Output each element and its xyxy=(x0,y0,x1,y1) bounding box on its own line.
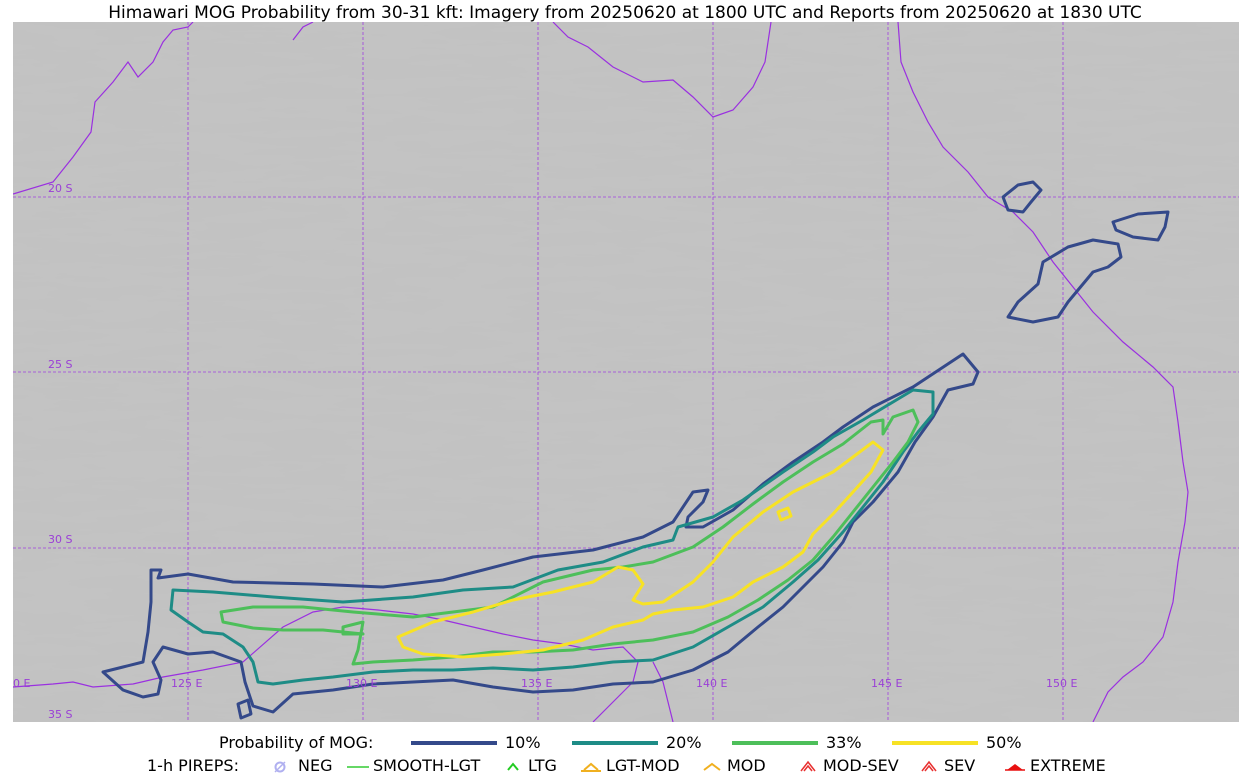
lon-label-120e: 120 E xyxy=(13,677,31,690)
lon-label-145e: 145 E xyxy=(871,677,903,690)
lat-label-35s: 35 S xyxy=(48,708,73,721)
pirep-label-mod: MOD xyxy=(727,756,766,775)
pirep-item-extreme: EXTREME xyxy=(1004,756,1106,775)
pirep-label-ltg: LTG xyxy=(528,756,557,775)
caret-icon xyxy=(507,761,519,771)
filled-triangle-icon xyxy=(1005,763,1025,771)
lat-label-30s: 30 S xyxy=(48,533,73,546)
map-title: Himawari MOG Probability from 30-31 kft:… xyxy=(108,3,1142,23)
contour-10 xyxy=(101,352,980,714)
caret-bar-icon xyxy=(581,762,601,772)
pirep-label-neg: NEG xyxy=(298,756,333,775)
swatch-50 xyxy=(892,740,978,745)
probability-legend-heading: Probability of MOG: xyxy=(219,733,374,752)
contour-10-ne1 xyxy=(1001,180,1043,214)
lon-label-140e: 140 E xyxy=(696,677,728,690)
contour-10-sw xyxy=(236,698,253,720)
pirep-label-sev: SEV xyxy=(944,756,976,775)
lat-label-25s: 25 S xyxy=(48,358,73,371)
satellite-map[interactable]: 20 S 25 S 30 S 35 S 120 E 125 E 130 E 13… xyxy=(13,22,1239,722)
neg-circle-icon xyxy=(274,760,286,773)
mog-contours xyxy=(101,180,1170,720)
legend-label-10: 10% xyxy=(505,733,541,752)
pirep-item-smooth-lgt: SMOOTH-LGT xyxy=(347,756,480,775)
pirep-item-ltg: LTG xyxy=(502,756,557,775)
legend-item-20: 20% xyxy=(572,733,702,752)
lat-label-20s: 20 S xyxy=(48,182,73,195)
contour-10-ne3 xyxy=(1111,210,1170,242)
lon-label-150e: 150 E xyxy=(1046,677,1078,690)
smooth-line-icon xyxy=(347,765,369,768)
swatch-33 xyxy=(732,740,818,745)
coastline xyxy=(13,22,1189,722)
pireps-legend-heading: 1-h PIREPS: xyxy=(147,756,239,775)
swatch-20 xyxy=(572,740,658,745)
pirep-label-lgt-mod: LGT-MOD xyxy=(606,756,680,775)
pirep-item-mod-sev: MOD-SEV xyxy=(797,756,899,775)
lon-label-135e: 135 E xyxy=(521,677,553,690)
contour-50-small xyxy=(776,506,793,522)
legend-label-33: 33% xyxy=(826,733,862,752)
legend-label-50: 50% xyxy=(986,733,1022,752)
legend-item-50: 50% xyxy=(892,733,1022,752)
legend-label-20: 20% xyxy=(666,733,702,752)
legend-item-10: 10% xyxy=(411,733,541,752)
contour-33 xyxy=(219,408,920,666)
contour-10-ne2 xyxy=(1006,238,1123,324)
pirep-item-lgt-mod: LGT-MOD xyxy=(580,756,680,775)
pirep-label-extreme: EXTREME xyxy=(1030,756,1106,775)
swatch-10 xyxy=(411,740,497,745)
legend-item-33: 33% xyxy=(732,733,862,752)
pirep-label-mod-sev: MOD-SEV xyxy=(823,756,899,775)
pirep-item-neg: NEG xyxy=(272,756,332,775)
lon-label-130e: 130 E xyxy=(346,677,378,690)
contour-50 xyxy=(396,440,885,659)
double-caret-icon xyxy=(921,760,937,771)
caret-icon xyxy=(703,762,721,771)
pirep-item-mod: MOD xyxy=(701,756,766,775)
lon-label-125e: 125 E xyxy=(171,677,203,690)
map-canvas xyxy=(13,22,1239,722)
pirep-item-sev: SEV xyxy=(918,756,975,775)
double-caret-icon xyxy=(800,760,816,771)
contour-20 xyxy=(169,388,935,686)
pirep-label-smooth-lgt: SMOOTH-LGT xyxy=(373,756,481,775)
